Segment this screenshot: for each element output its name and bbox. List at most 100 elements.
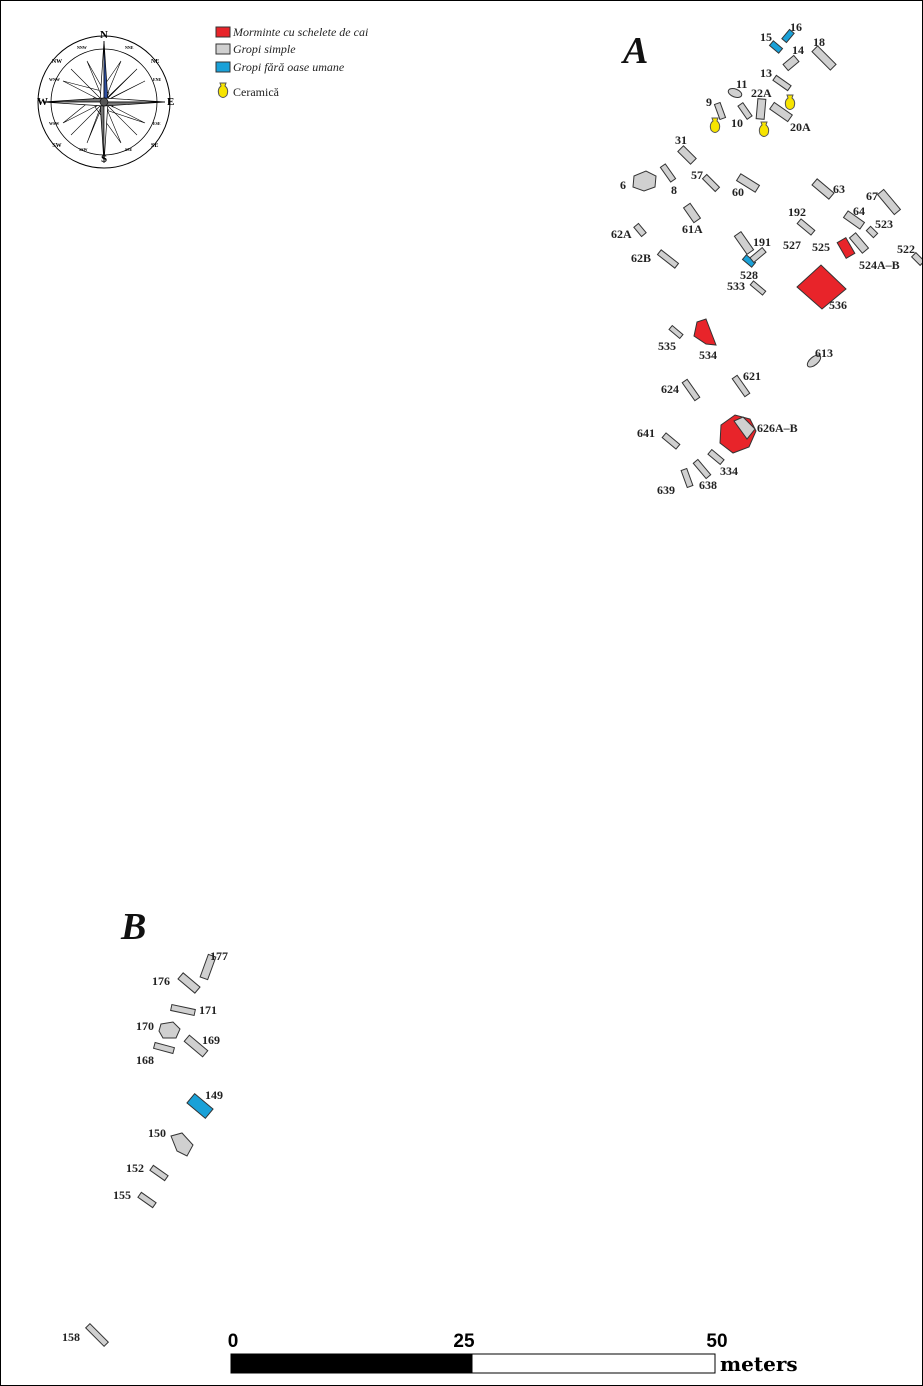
legend-simple-pits: Gropi simple: [233, 42, 296, 56]
feature-label: 8: [671, 183, 677, 197]
zone-b-labels: 177 176 171 170 169 168 149 150 152 155 …: [62, 949, 228, 1344]
pit-18: [811, 45, 837, 71]
feature-label: 621: [743, 369, 761, 383]
pit-169: [183, 1034, 209, 1058]
feature-label: 191: [753, 235, 771, 249]
feature-label: 61A: [682, 222, 703, 236]
scale-label-start: 0: [228, 1331, 239, 1352]
feature-label: 527: [783, 238, 801, 252]
compass-n-label: N: [100, 29, 108, 41]
compass-e-label: E: [167, 96, 174, 108]
pit-533: [749, 280, 767, 296]
pit-638: [692, 458, 712, 480]
feature-label: 168: [136, 1053, 154, 1067]
pit-171: [170, 1003, 196, 1017]
feature-label: 63: [833, 182, 845, 196]
scale-bar-light: [471, 1353, 716, 1374]
feature-label: 171: [199, 1003, 217, 1017]
feature-label: 177: [210, 949, 228, 963]
pit-158: [84, 1322, 110, 1348]
pit-62b: [656, 249, 680, 269]
feature-label: 158: [62, 1330, 80, 1344]
pit-613: [806, 354, 822, 368]
pit-168: [152, 1041, 176, 1055]
feature-label: 60: [732, 185, 744, 199]
feature-label: 10: [731, 116, 743, 130]
legend: Morminte cu schelete de cai Gropi simple…: [215, 25, 368, 99]
feature-label: 152: [126, 1161, 144, 1175]
compass-s-label: S: [101, 153, 107, 165]
zone-a-label: A: [621, 30, 648, 72]
compass-rose-icon: N S E W NE NW SE SW NNE NNW ENE WNW ESE …: [37, 29, 174, 169]
pit-63: [811, 178, 835, 200]
compass-nw-label: NW: [52, 59, 62, 65]
feature-label: 20A: [790, 120, 811, 134]
feature-label: 18: [813, 35, 825, 49]
feature-label: 64: [853, 204, 865, 218]
pit-13: [772, 74, 792, 92]
pit-67: [876, 188, 902, 216]
feature-label: 155: [113, 1188, 131, 1202]
pit-334: [707, 448, 725, 466]
feature-label: 624: [661, 382, 679, 396]
feature-label: 62A: [611, 227, 632, 241]
compass-sse-label: SSE: [125, 147, 132, 152]
compass-wnw-label: WNW: [49, 77, 60, 82]
compass-ene-label: ENE: [153, 77, 162, 82]
horse-grave-536: [796, 264, 847, 310]
feature-label: 522: [897, 242, 915, 256]
pit-523: [865, 225, 879, 239]
pit-176: [177, 972, 201, 994]
pit-60: [735, 173, 761, 193]
pit-535: [668, 324, 684, 340]
feature-label: 13: [760, 66, 772, 80]
feature-label: 334: [720, 464, 738, 478]
pit-14: [782, 54, 800, 72]
vessel-icon: [709, 117, 721, 133]
zone-a-labels: 15 16 14 18 13 11 22A 9 10 20A 31 6 8 57…: [611, 20, 915, 497]
feature-label: 523: [875, 217, 893, 231]
pit-31: [677, 145, 697, 165]
zone-a-features: [632, 28, 922, 489]
scale-label-end: 50: [706, 1331, 727, 1352]
pit-149: [186, 1092, 214, 1120]
feature-label: 613: [815, 346, 833, 360]
pit-524ab: [848, 232, 870, 254]
feature-label: 533: [727, 279, 745, 293]
zone-b-label: B: [120, 906, 146, 948]
pit-527: [749, 246, 767, 264]
compass-se-label: SE: [151, 143, 158, 149]
compass-w-label: W: [37, 96, 48, 108]
pit-152: [149, 1164, 169, 1182]
vessel-icon: [784, 94, 796, 110]
pit-191: [733, 230, 755, 256]
legend-swatch-horse-graves: [215, 26, 231, 38]
feature-label: 150: [148, 1126, 166, 1140]
pit-61a: [682, 202, 702, 224]
feature-label: 15: [760, 30, 772, 44]
feature-label: 192: [788, 205, 806, 219]
legend-ceramics: Ceramică: [233, 85, 280, 99]
feature-label: 57: [691, 168, 703, 182]
feature-label: 525: [812, 240, 830, 254]
pit-522: [910, 251, 922, 267]
pit-62a: [633, 222, 647, 238]
pit-57: [701, 173, 721, 193]
pit-192: [796, 218, 816, 236]
compass-nne-label: NNE: [125, 45, 134, 50]
feature-label: 638: [699, 478, 717, 492]
pit-8: [659, 163, 677, 183]
horse-grave-534: [693, 318, 717, 346]
legend-swatch-pits-no-human-bones: [215, 61, 231, 73]
pit-621: [731, 374, 751, 398]
pit-15: [768, 40, 784, 54]
pit-150: [170, 1132, 194, 1157]
feature-label: 169: [202, 1033, 220, 1047]
compass-ssw-label: SSW: [79, 147, 87, 152]
pit-177: [199, 953, 217, 981]
legend-vessel-icon: [217, 82, 229, 98]
pit-6: [632, 170, 657, 192]
zone-b-features: [84, 953, 217, 1348]
feature-label: 6: [620, 178, 626, 192]
